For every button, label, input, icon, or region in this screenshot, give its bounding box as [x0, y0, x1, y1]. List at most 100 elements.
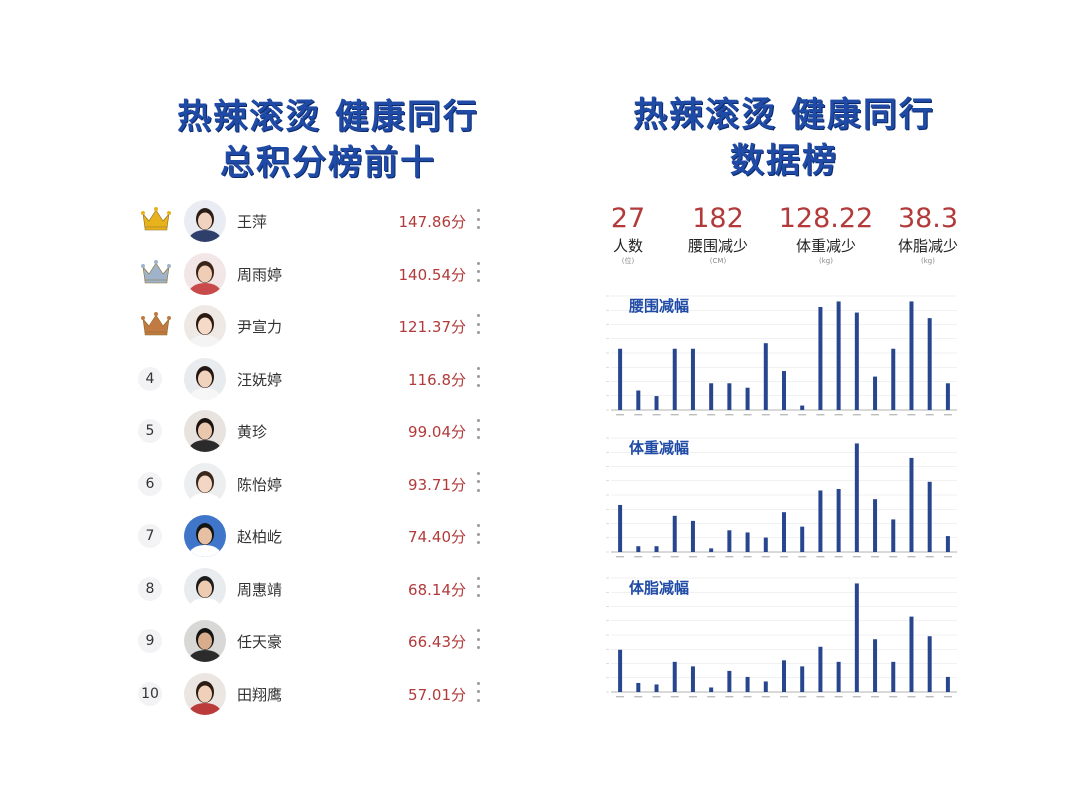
- weight-chart: 体重减幅: [606, 437, 957, 558]
- data-board-title-line1: 热辣滚烫 健康同行: [633, 95, 935, 135]
- avatar[interactable]: [184, 620, 226, 662]
- rank-score: 99.04分: [408, 423, 466, 441]
- rank-row[interactable]: 尹宣力 121.37分: [118, 301, 538, 354]
- avatar-photo: [184, 410, 226, 452]
- stat-headcount: 27 人数 (位): [600, 202, 656, 266]
- bar: [690, 666, 695, 692]
- more-options-icon[interactable]: [476, 524, 480, 544]
- rank-row[interactable]: 王萍 147.86分: [118, 196, 538, 249]
- x-tick-label-placeholder: [834, 556, 843, 558]
- gold-crown-icon: [141, 207, 171, 231]
- bar: [945, 383, 950, 410]
- avatar[interactable]: [184, 672, 226, 715]
- bar: [618, 504, 623, 552]
- rank-name: 王萍: [237, 213, 268, 231]
- stat-unit: (位): [621, 257, 635, 265]
- bar: [891, 661, 896, 692]
- rank-row[interactable]: 9 任天豪 66.43分: [118, 616, 538, 669]
- rank-row[interactable]: 5 黄珍 99.04分: [118, 406, 538, 459]
- more-options-icon[interactable]: [476, 576, 480, 597]
- rank-row[interactable]: 4 汪妩婷 116.8分: [118, 354, 538, 407]
- bar: [672, 348, 677, 410]
- avatar[interactable]: [184, 567, 226, 610]
- x-tick-label-placeholder: [761, 556, 770, 558]
- rank-score: 68.14分: [408, 580, 466, 599]
- bar: [654, 546, 659, 552]
- avatar[interactable]: [184, 462, 226, 505]
- x-tick-label-placeholder: [634, 696, 643, 698]
- leaderboard-title-line2: 总积分榜前十: [220, 143, 436, 183]
- bar: [945, 676, 950, 692]
- avatar-photo: [184, 357, 226, 400]
- rank-name: 周雨婷: [237, 265, 283, 284]
- stat-value: 38.3: [897, 203, 959, 234]
- x-tick-label-placeholder: [634, 556, 643, 558]
- bar: [618, 649, 623, 692]
- rank-number: 10: [138, 681, 162, 706]
- rank-number: 8: [138, 576, 162, 601]
- bar: [727, 383, 732, 410]
- x-tick-label-placeholder: [798, 696, 807, 698]
- more-options-icon[interactable]: [476, 629, 480, 649]
- x-tick-label-placeholder: [652, 556, 661, 558]
- more-options-icon[interactable]: [476, 261, 480, 282]
- rank-name: 任天豪: [237, 633, 283, 651]
- more-options-icon[interactable]: [476, 314, 480, 334]
- x-tick-label-placeholder: [907, 414, 916, 416]
- avatar-photo: [184, 567, 226, 610]
- rank-list: 王萍 147.86分 周雨婷 140.54分: [118, 196, 538, 721]
- rank-score: 93.71分: [408, 475, 466, 494]
- more-options-icon[interactable]: [476, 366, 480, 387]
- bar: [927, 481, 932, 552]
- rank-row[interactable]: 6 陈怡婷 93.71分: [118, 459, 538, 512]
- bronze-crown-icon: [141, 312, 171, 336]
- more-options-icon[interactable]: [476, 471, 480, 492]
- bar: [745, 387, 750, 410]
- x-tick-label-placeholder: [816, 556, 825, 558]
- bar: [782, 660, 786, 692]
- rank-name: 陈怡婷: [237, 475, 283, 494]
- rank-row[interactable]: 7 赵柏屹 74.40分: [118, 511, 538, 564]
- avatar[interactable]: [184, 252, 226, 295]
- x-tick-label-placeholder: [943, 696, 952, 698]
- bar: [873, 376, 878, 410]
- avatar-photo: [184, 620, 226, 662]
- avatar[interactable]: [184, 515, 226, 557]
- rank-score: 116.8分: [408, 370, 466, 389]
- rank-row[interactable]: 8 周惠靖 68.14分: [118, 564, 538, 617]
- chart-title: 腰围减幅: [628, 297, 689, 315]
- more-options-icon[interactable]: [476, 209, 480, 229]
- rank-score: 57.01分: [408, 685, 466, 704]
- bar: [745, 676, 750, 692]
- avatar[interactable]: [184, 410, 226, 452]
- x-tick-label-placeholder: [688, 696, 697, 698]
- bar: [909, 301, 914, 410]
- leaderboard-title: 热辣滚烫 健康同行 总积分榜前十: [118, 94, 538, 186]
- bar: [818, 490, 823, 552]
- x-tick-label-placeholder: [634, 414, 643, 416]
- bar: [854, 443, 859, 552]
- x-tick-label-placeholder: [907, 696, 916, 698]
- rank-row[interactable]: 周雨婷 140.54分: [118, 249, 538, 302]
- bar: [782, 371, 786, 410]
- rank-number: 4: [138, 366, 162, 391]
- bar: [782, 512, 786, 552]
- x-tick-label-placeholder: [852, 414, 861, 416]
- more-options-icon[interactable]: [476, 681, 480, 702]
- avatar-photo: [184, 200, 226, 242]
- bar: [836, 661, 841, 692]
- rank-row[interactable]: 10 田翔鹰 57.01分: [118, 669, 538, 722]
- chart-title: 体重减幅: [629, 439, 689, 457]
- avatar[interactable]: [184, 305, 226, 347]
- avatar[interactable]: [184, 357, 226, 400]
- rank-name: 田翔鹰: [237, 685, 283, 704]
- avatar[interactable]: [184, 200, 226, 242]
- rank-score: 147.86分: [398, 213, 467, 231]
- rank-number: 6: [138, 471, 162, 496]
- more-options-icon[interactable]: [476, 419, 480, 439]
- x-tick-label-placeholder: [889, 696, 898, 698]
- leaderboard-title-line1: 热辣滚烫 健康同行: [177, 97, 479, 137]
- x-tick-label-placeholder: [652, 696, 661, 698]
- x-tick-label-placeholder: [798, 414, 807, 416]
- silver-crown-icon: [141, 259, 171, 283]
